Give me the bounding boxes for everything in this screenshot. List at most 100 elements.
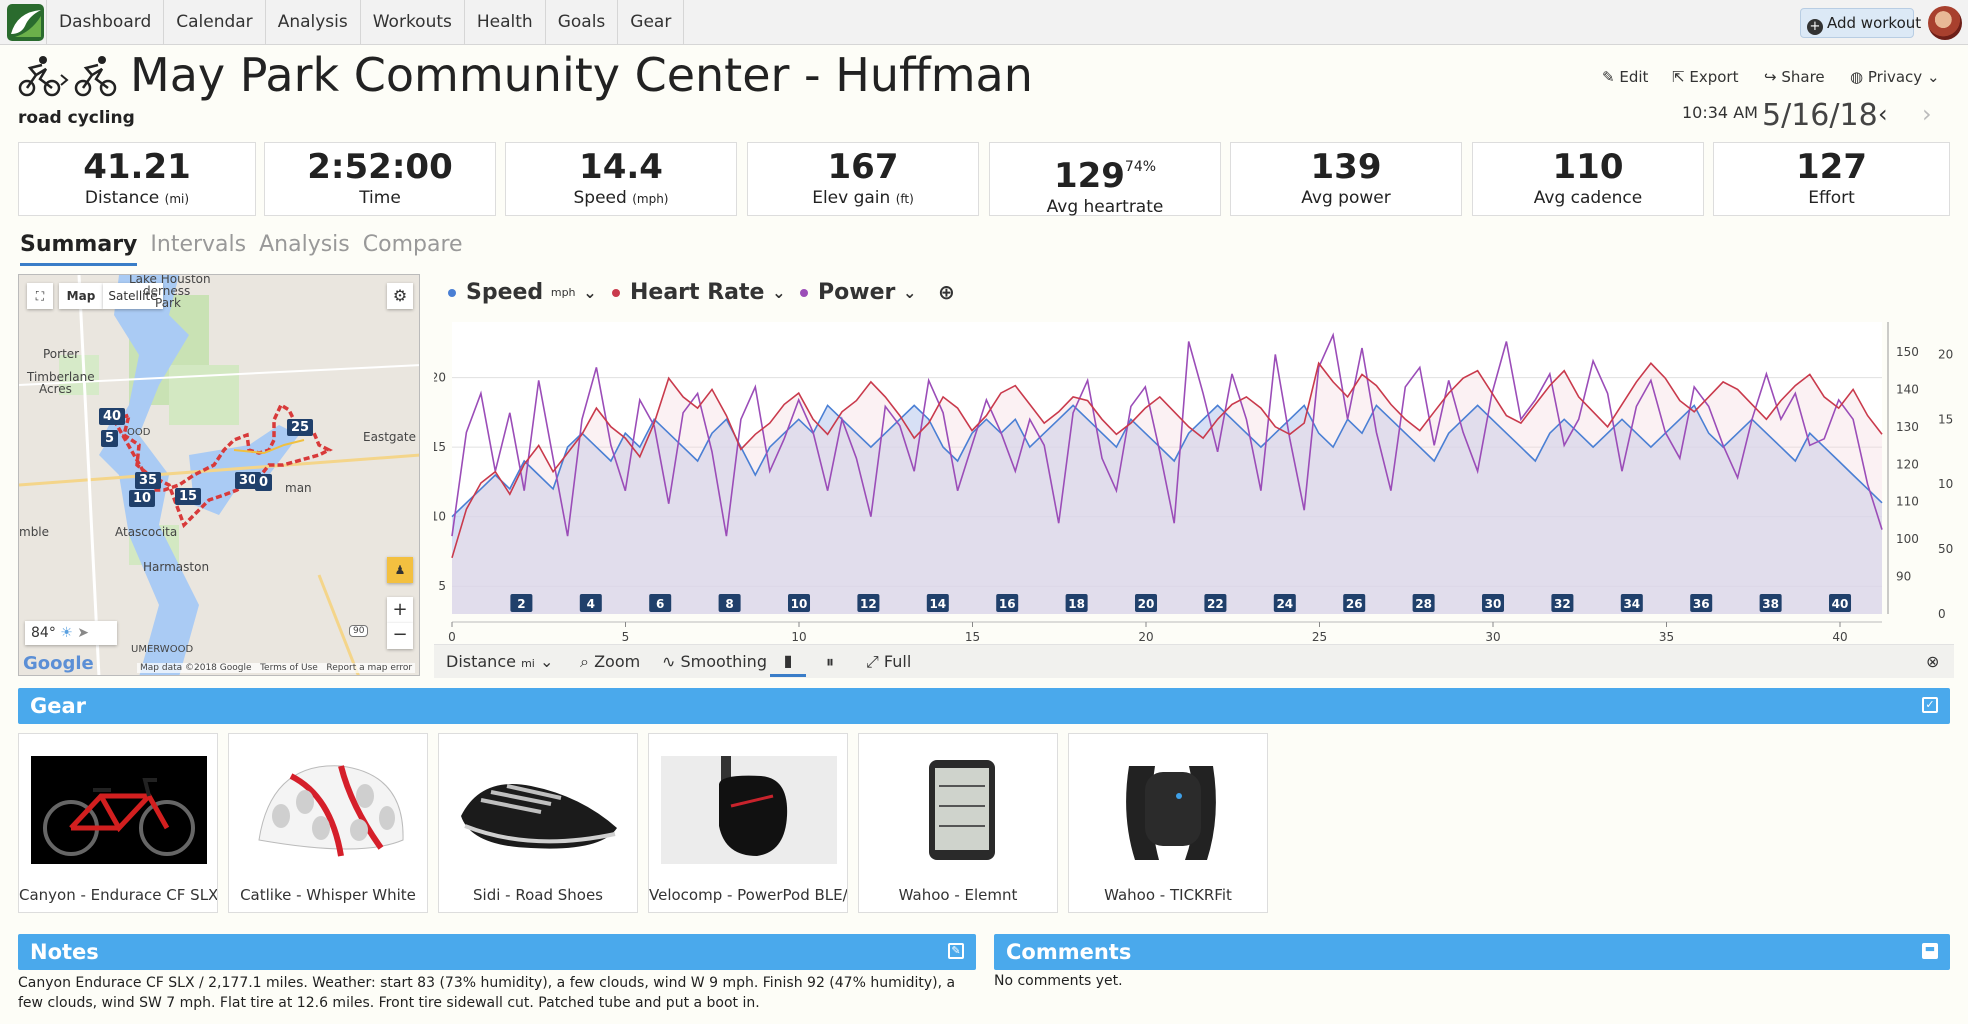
edit-button[interactable]: ✎ Edit — [1602, 68, 1648, 86]
user-avatar[interactable] — [1928, 6, 1962, 40]
bike-image — [31, 756, 207, 864]
add-workout-button[interactable]: + Add workout — [1800, 8, 1921, 38]
stat-value-number: 129 — [1053, 156, 1125, 196]
map-type-map-button[interactable]: Map — [59, 283, 103, 309]
nav-analysis[interactable]: Analysis — [266, 0, 361, 45]
full-view-button[interactable]: ⤢ Full — [866, 652, 911, 672]
mile-marker — [1065, 594, 1088, 612]
mile-marker — [788, 594, 811, 612]
zoom-button[interactable]: ⌕ Zoom — [580, 652, 640, 672]
comment-bubble-icon[interactable]: ▬ — [1922, 943, 1938, 959]
map-mile-marker[interactable]: 30 — [235, 472, 262, 489]
map-place-label: OOD — [127, 427, 151, 438]
tab-compare[interactable]: Compare — [362, 232, 463, 257]
smoothing-button[interactable]: ∿ Smoothing — [662, 652, 767, 671]
nav-goals[interactable]: Goals — [546, 0, 619, 45]
legend-heart-rate[interactable]: Heart Rate ⌄ — [612, 280, 786, 305]
gear-label: Wahoo - Elemnt — [898, 886, 1018, 904]
nav-health[interactable]: Health — [465, 0, 546, 45]
legend-heart-label: Heart Rate — [630, 280, 765, 305]
tab-analysis[interactable]: Analysis — [259, 232, 350, 257]
x-axis-tick: 30 — [1485, 630, 1500, 642]
map-data-credit: Map data ©2018 Google — [140, 663, 252, 673]
nav-calendar[interactable]: Calendar — [164, 0, 266, 45]
map-type-satellite-button[interactable]: Satellite — [103, 283, 163, 309]
edit-gear-icon[interactable]: ✓ — [1922, 697, 1938, 713]
next-workout-chevron-icon[interactable]: › — [1922, 100, 1932, 128]
gear-item-bike[interactable]: Canyon - Endurace CF SLX D — [18, 733, 218, 913]
notes-text: Canyon Endurace CF SLX / 2,177.1 miles. … — [18, 975, 956, 1011]
edit-notes-icon[interactable]: ✎ — [948, 943, 964, 959]
street-view-pegman-icon[interactable]: ♟ — [387, 557, 413, 583]
map-settings-gear-icon[interactable]: ⚙ — [387, 283, 413, 309]
nav-gear[interactable]: Gear — [618, 0, 685, 45]
comments-section-header[interactable]: Comments ▬ — [994, 934, 1950, 970]
map-place-label: Eastgate — [363, 430, 416, 444]
gear-item-hr-monitor[interactable]: Wahoo - TICKRFit — [1068, 733, 1268, 913]
nav-workouts[interactable]: Workouts — [361, 0, 465, 45]
fullscreen-icon[interactable]: ⛶ — [27, 283, 53, 309]
stat-value: 12974% — [990, 149, 1220, 194]
stat-label-text: Elev gain — [812, 188, 891, 208]
map-mile-marker[interactable]: 40 — [99, 408, 126, 425]
comment-marker-toggle-icon[interactable]: ▮ — [770, 647, 806, 677]
report-error-link[interactable]: Report a map error — [326, 663, 413, 673]
zoom-in-icon[interactable]: + — [387, 597, 413, 623]
x-axis-tick: 35 — [1659, 630, 1674, 642]
mile-marker-label: 28 — [1415, 597, 1432, 611]
terms-link[interactable]: Terms of Use — [260, 663, 318, 673]
privacy-dropdown[interactable]: ◍ Privacy ⌄ — [1850, 68, 1940, 86]
mile-marker-label: 32 — [1554, 597, 1571, 611]
prev-workout-chevron-icon[interactable]: ‹ — [1878, 100, 1888, 128]
stat-distance: 41.21 Distance (mi) — [18, 142, 256, 216]
map-mile-marker[interactable]: 25 — [287, 419, 314, 436]
tab-summary[interactable]: Summary — [20, 232, 138, 266]
gear-item-power-meter[interactable]: Velocomp - PowerPod BLE/ANT — [648, 733, 848, 913]
mile-marker — [1273, 594, 1296, 612]
comments-title: Comments — [1006, 940, 1132, 964]
add-series-plus-icon[interactable]: ⊕ — [938, 280, 955, 304]
stat-label-text: Speed — [573, 188, 627, 208]
nav-menu: Dashboard Calendar Analysis Workouts Hea… — [46, 0, 685, 45]
pause-toggle-icon[interactable]: ⏸ — [826, 652, 835, 671]
helmet-image — [241, 756, 417, 864]
share-button[interactable]: ↪ Share — [1764, 68, 1825, 86]
mile-marker — [1620, 594, 1643, 612]
mile-marker — [1412, 594, 1435, 612]
google-logo: Google — [23, 653, 94, 674]
stat-label: Time — [265, 188, 495, 208]
nav-dashboard[interactable]: Dashboard — [46, 0, 165, 45]
mile-marker-label: 26 — [1346, 597, 1363, 611]
map-mile-marker[interactable]: 15 — [175, 488, 202, 505]
legend-speed[interactable]: Speed mph ⌄ — [448, 280, 597, 305]
map-canvas — [19, 275, 419, 675]
gear-item-computer[interactable]: Wahoo - Elemnt — [858, 733, 1058, 913]
map-mile-marker[interactable]: 0 — [255, 474, 273, 491]
stat-elev-gain: 167 Elev gain (ft) — [747, 142, 979, 216]
legend-speed-unit: mph — [550, 286, 576, 299]
export-button[interactable]: ⇱ Export — [1672, 68, 1738, 86]
workout-chart[interactable]: 5 10 15 20 90 100 110 120 130 140 150 0 50 100 150 200 0… — [434, 312, 1954, 642]
zoom-out-icon[interactable]: − — [387, 623, 413, 649]
wind-icon: ➤ — [77, 625, 90, 641]
map-mile-marker[interactable]: 10 — [129, 490, 156, 507]
gear-label: Wahoo - TICKRFit — [1104, 886, 1232, 904]
app-logo[interactable] — [7, 4, 44, 41]
gear-item-shoes[interactable]: Sidi - Road Shoes — [438, 733, 638, 913]
gear-section-header[interactable]: Gear ✓ — [18, 688, 1950, 724]
legend-power[interactable]: Power ⌄ — [800, 280, 916, 305]
gear-label: Catlike - Whisper White — [240, 886, 416, 904]
stat-value: 139 — [1310, 147, 1382, 187]
power-axis-tick: 150 — [1938, 412, 1954, 426]
stat-label: Distance (mi) — [19, 188, 255, 208]
close-chart-icon[interactable]: ⊗ — [1926, 652, 1940, 671]
tab-intervals[interactable]: Intervals — [150, 232, 247, 257]
route-map[interactable]: ⛶ Map Satellite ⚙ Lake Houston derness P… — [18, 274, 420, 676]
plus-circle-icon: + — [1807, 19, 1823, 35]
chevron-down-icon: ⌄ — [1926, 68, 1940, 86]
gear-item-helmet[interactable]: Catlike - Whisper White — [228, 733, 428, 913]
map-mile-marker[interactable]: 35 — [135, 472, 162, 489]
x-axis-selector[interactable]: Distance mi ⌄ — [446, 652, 553, 671]
notes-section-header[interactable]: Notes ✎ — [18, 934, 976, 970]
map-mile-marker[interactable]: 5 — [101, 430, 119, 447]
